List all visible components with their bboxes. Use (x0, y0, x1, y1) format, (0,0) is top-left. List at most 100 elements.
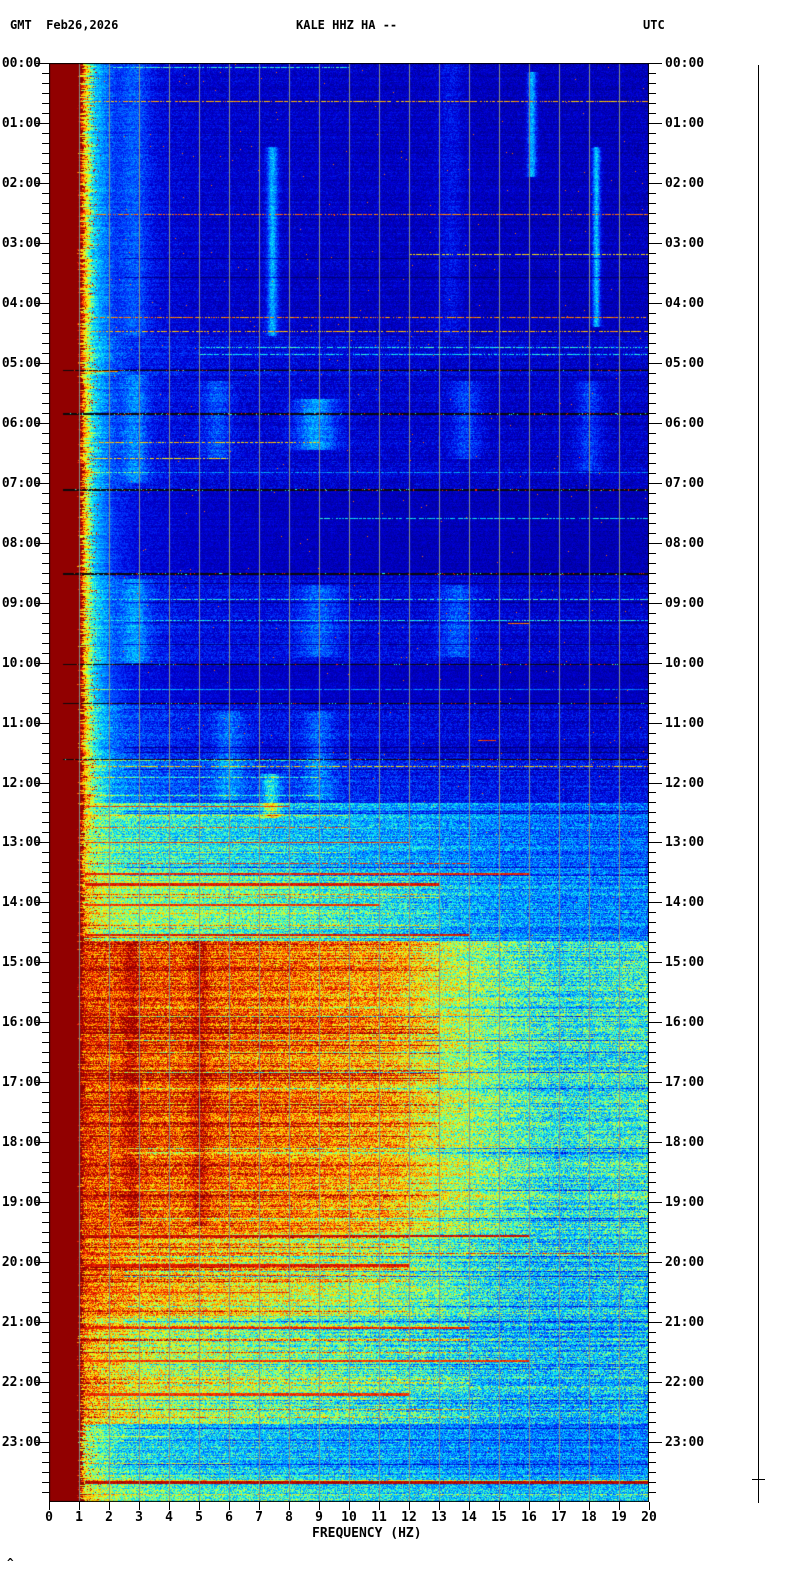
time-minor-tick-left (42, 463, 49, 464)
time-minor-tick-left (42, 892, 49, 893)
time-minor-tick-left (42, 1122, 49, 1123)
time-minor-tick-left (42, 802, 49, 803)
time-minor-tick-left (42, 223, 49, 224)
time-minor-tick-right (649, 693, 656, 694)
time-minor-tick-right (649, 822, 656, 823)
time-minor-tick-left (42, 992, 49, 993)
time-minor-tick-left (42, 792, 49, 793)
time-minor-tick-left (42, 643, 49, 644)
freq-tick (349, 1502, 350, 1510)
time-minor-tick-right (649, 1472, 656, 1473)
time-minor-tick-left (42, 393, 49, 394)
time-minor-tick-left (42, 882, 49, 883)
spectrogram-canvas (49, 63, 649, 1502)
freq-tick (49, 1502, 50, 1510)
time-major-tick-left (36, 63, 49, 64)
time-minor-tick-right (649, 1362, 656, 1363)
time-minor-tick-left (42, 173, 49, 174)
time-major-tick-left (36, 483, 49, 484)
freq-tick-label: 5 (195, 1510, 203, 1525)
time-minor-tick-right (649, 1172, 656, 1173)
time-major-tick-left (36, 363, 49, 364)
time-minor-tick-left (42, 1432, 49, 1433)
time-major-tick-right (649, 783, 662, 784)
time-minor-tick-right (649, 1012, 656, 1013)
time-minor-tick-right (649, 463, 656, 464)
time-major-tick-right (649, 303, 662, 304)
time-minor-tick-left (42, 1042, 49, 1043)
time-major-tick-right (649, 1082, 662, 1083)
freq-tick-label: 18 (581, 1510, 597, 1525)
time-minor-tick-left (42, 253, 49, 254)
time-minor-tick-left (42, 1342, 49, 1343)
freq-tick (649, 1502, 650, 1510)
time-minor-tick-left (42, 313, 49, 314)
time-label-left: 08:00 (1, 536, 41, 551)
time-major-tick-right (649, 63, 662, 64)
time-minor-tick-left (42, 573, 49, 574)
time-minor-tick-right (649, 93, 656, 94)
time-minor-tick-left (42, 1092, 49, 1093)
time-minor-tick-left (42, 1412, 49, 1413)
time-minor-tick-right (649, 433, 656, 434)
time-minor-tick-left (42, 273, 49, 274)
time-minor-tick-right (649, 473, 656, 474)
time-minor-tick-left (42, 1192, 49, 1193)
time-label-left: 12:00 (1, 776, 41, 791)
time-minor-tick-left (42, 1212, 49, 1213)
time-minor-tick-right (649, 1352, 656, 1353)
freq-tick (139, 1502, 140, 1510)
time-major-tick-left (36, 783, 49, 784)
time-major-tick-left (36, 1442, 49, 1443)
time-minor-tick-left (42, 1172, 49, 1173)
time-minor-tick-right (649, 872, 656, 873)
time-minor-tick-left (42, 1392, 49, 1393)
time-minor-tick-left (42, 673, 49, 674)
freq-tick-label: 10 (341, 1510, 357, 1525)
time-minor-tick-left (42, 443, 49, 444)
time-minor-tick-right (649, 792, 656, 793)
time-minor-tick-right (649, 1062, 656, 1063)
time-minor-tick-left (42, 1162, 49, 1163)
time-minor-tick-right (649, 523, 656, 524)
amplitude-scale-tick (752, 1479, 765, 1480)
time-minor-tick-left (42, 1362, 49, 1363)
time-minor-tick-left (42, 822, 49, 823)
time-minor-tick-left (42, 1462, 49, 1463)
time-minor-tick-left (42, 852, 49, 853)
time-minor-tick-right (649, 173, 656, 174)
time-major-tick-left (36, 723, 49, 724)
time-minor-tick-right (649, 283, 656, 284)
time-minor-tick-left (42, 293, 49, 294)
time-label-left: 04:00 (1, 296, 41, 311)
time-minor-tick-right (649, 323, 656, 324)
time-major-tick-left (36, 1082, 49, 1083)
freq-tick (469, 1502, 470, 1510)
time-minor-tick-right (649, 972, 656, 973)
time-minor-tick-left (42, 812, 49, 813)
time-minor-tick-left (42, 1112, 49, 1113)
time-minor-tick-left (42, 433, 49, 434)
header-utc-label: UTC (643, 18, 665, 32)
time-minor-tick-right (649, 143, 656, 144)
freq-tick (379, 1502, 380, 1510)
time-minor-tick-right (649, 1482, 656, 1483)
time-minor-tick-left (42, 972, 49, 973)
time-minor-tick-left (42, 153, 49, 154)
time-minor-tick-right (649, 583, 656, 584)
time-minor-tick-right (649, 513, 656, 514)
time-label-left: 18:00 (1, 1135, 41, 1150)
time-label-left: 17:00 (1, 1075, 41, 1090)
time-minor-tick-right (649, 453, 656, 454)
time-minor-tick-left (42, 1332, 49, 1333)
header-date-gmt: GMT Feb26,2026 (10, 18, 119, 32)
time-minor-tick-right (649, 203, 656, 204)
time-minor-tick-left (42, 1072, 49, 1073)
time-minor-tick-left (42, 143, 49, 144)
freq-tick-label: 15 (491, 1510, 507, 1525)
time-minor-tick-right (649, 1282, 656, 1283)
time-minor-tick-left (42, 493, 49, 494)
time-minor-tick-left (42, 93, 49, 94)
time-minor-tick-left (42, 1222, 49, 1223)
